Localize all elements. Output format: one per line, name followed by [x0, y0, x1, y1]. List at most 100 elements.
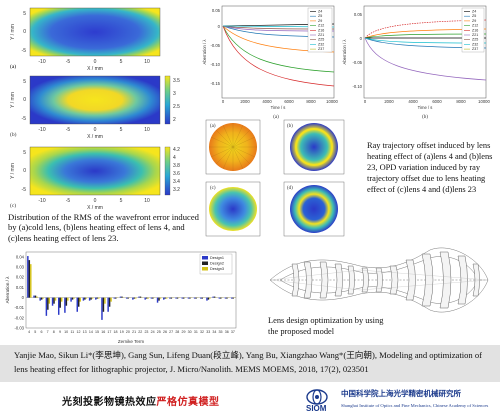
- bar-xtick: 18: [114, 330, 118, 334]
- bar-design2-z34: [213, 296, 216, 298]
- bar-legend-item: Design1: [210, 256, 224, 260]
- bar-xtick: 21: [132, 330, 136, 334]
- bar-design1-z6: [39, 297, 41, 301]
- plot-a-ytick: -0.05: [210, 43, 220, 48]
- bar-design2-z15: [96, 297, 98, 299]
- bar-design3-z14: [91, 297, 94, 299]
- opd-c-label: (c): [210, 186, 216, 191]
- rms-a-xtick: -5: [66, 59, 71, 65]
- rms-c-ytick: -5: [22, 187, 27, 193]
- rms-a-ytick: 5: [23, 11, 26, 17]
- plot-b-xtick: 6000: [432, 99, 442, 104]
- bar-xtick: 32: [200, 330, 204, 334]
- bar-design2-z10: [65, 297, 68, 306]
- bar-xtick: 12: [77, 330, 81, 334]
- rms-a-label: (a): [10, 63, 16, 70]
- rms-c-cbar-tick: 3.4: [173, 179, 180, 185]
- plot-b-legend: Z16: [472, 28, 478, 32]
- bar-xtick: 10: [64, 330, 68, 334]
- rms-map-c: 4.2 4 3.8 3.6 3.4 3.2 5 0 -5 -10 -5 0 5 …: [10, 146, 180, 211]
- bar-design2-z19: [121, 296, 123, 298]
- bar-xtick: 15: [95, 330, 99, 334]
- bar-xtick: 33: [206, 330, 210, 334]
- bar-design3-z23: [147, 297, 149, 299]
- plot-b-legend: Z37: [472, 47, 478, 51]
- bar-xtick: 6: [40, 330, 42, 334]
- bar-design1-z13: [82, 297, 85, 301]
- bar-design2-z17: [108, 297, 111, 307]
- bar-design3-z33: [209, 297, 211, 299]
- bar-design1-z27: [169, 297, 171, 299]
- plot-b-xtick: 10000: [478, 99, 490, 104]
- plot-a-xlabel: Time / s: [271, 105, 286, 110]
- plot-b-label: (b): [422, 115, 428, 120]
- bar-ytick: 0.04: [16, 254, 25, 259]
- bar-design3-z7: [48, 297, 51, 304]
- rms-b-ytick: 5: [23, 79, 26, 85]
- plot-a-legend: Z37: [318, 47, 324, 51]
- bar-design2-z20: [127, 297, 129, 299]
- siom-wordmark: SIOM: [306, 404, 327, 413]
- bar-design1-z21: [132, 297, 134, 300]
- bar-design3-z16: [104, 297, 106, 304]
- bar-xtick: 20: [126, 330, 130, 334]
- caption-ray-trajectory: Ray trajectory offset induced by lens he…: [367, 141, 493, 194]
- plot-a-ylabel: Aberration / λ: [202, 39, 207, 65]
- bar-design1-z31: [193, 297, 196, 299]
- aberration-plot-a: 0.05 0 -0.05 -0.10 -0.15 0 2000 4000 600…: [202, 5, 338, 120]
- bar-design1-z23: [144, 297, 146, 300]
- bar-xlabel: Zernike Term: [118, 339, 144, 344]
- bar-xtick: 8: [53, 330, 55, 334]
- bar-design1-z9: [57, 297, 60, 315]
- bar-xtick: 35: [219, 330, 223, 334]
- bar-design1-z8: [51, 297, 54, 306]
- opd-a-label: (a): [210, 124, 216, 129]
- footer-title-red: 严格仿真模型: [156, 397, 220, 408]
- plot-a-ytick: 0: [218, 24, 221, 29]
- bar-xtick: 16: [101, 330, 105, 334]
- bar-legend-item: Design3: [210, 267, 224, 271]
- rms-c-cbar-tick: 3.2: [173, 187, 180, 193]
- bar-design2-z13: [84, 297, 86, 300]
- bar-xtick: 14: [89, 330, 93, 334]
- bar-xtick: 4: [28, 330, 30, 334]
- opd-map-c: (c): [205, 181, 261, 237]
- bar-design3-z13: [85, 297, 88, 299]
- bar-design2-z37: [232, 297, 234, 299]
- rms-b-xlabel: X / mm: [87, 134, 103, 140]
- bar-ytick: -0.03: [14, 325, 24, 330]
- rms-c-cbar-tick: 3.6: [173, 171, 180, 177]
- bar-design1-z14: [88, 297, 91, 301]
- bar-design1-z17: [107, 297, 109, 312]
- plot-a-legend: Z16: [318, 28, 324, 32]
- opd-map-b: (b): [283, 119, 345, 175]
- bar-design1-z22: [138, 296, 140, 298]
- rms-a-ytick: -5: [22, 48, 27, 54]
- plot-b-legend: Z4: [472, 10, 476, 14]
- bar-design3-z9: [60, 297, 63, 302]
- rms-c-xtick: 5: [120, 198, 123, 204]
- bar-xtick: 36: [225, 330, 229, 334]
- plot-a-ytick: -0.15: [210, 81, 220, 86]
- bar-design1-z26: [162, 297, 165, 300]
- rms-c-cbar-tick: 4.2: [173, 147, 180, 153]
- rms-b-ylabel: Y / mm: [10, 92, 16, 108]
- plot-b-legend: Z5: [472, 14, 476, 18]
- rms-b-xtick: -5: [66, 127, 71, 133]
- bar-design2-z11: [71, 297, 74, 300]
- bar-design2-z22: [139, 296, 142, 298]
- bar-xtick: 28: [175, 330, 179, 334]
- bar-design2-z8: [53, 297, 55, 304]
- rms-a-xlabel: X / mm: [87, 66, 103, 72]
- bar-ytick: 0.03: [16, 265, 25, 270]
- plot-b-legend: Z9: [472, 19, 476, 23]
- bar-design2-z32: [201, 297, 203, 299]
- rms-c-ylabel: Y / mm: [10, 163, 16, 179]
- bar-design2-z29: [182, 297, 185, 299]
- bar-design2-z27: [170, 297, 173, 299]
- plot-b-legend: Z21: [472, 33, 478, 37]
- plot-a-xtick: 10000: [326, 99, 338, 104]
- rms-b-label: (b): [10, 131, 17, 138]
- aberration-plot-b: 0.05 0 -0.05 -0.10 0 2000 4000 6000 8000…: [342, 5, 490, 120]
- plot-a-legend: Z4: [318, 10, 322, 14]
